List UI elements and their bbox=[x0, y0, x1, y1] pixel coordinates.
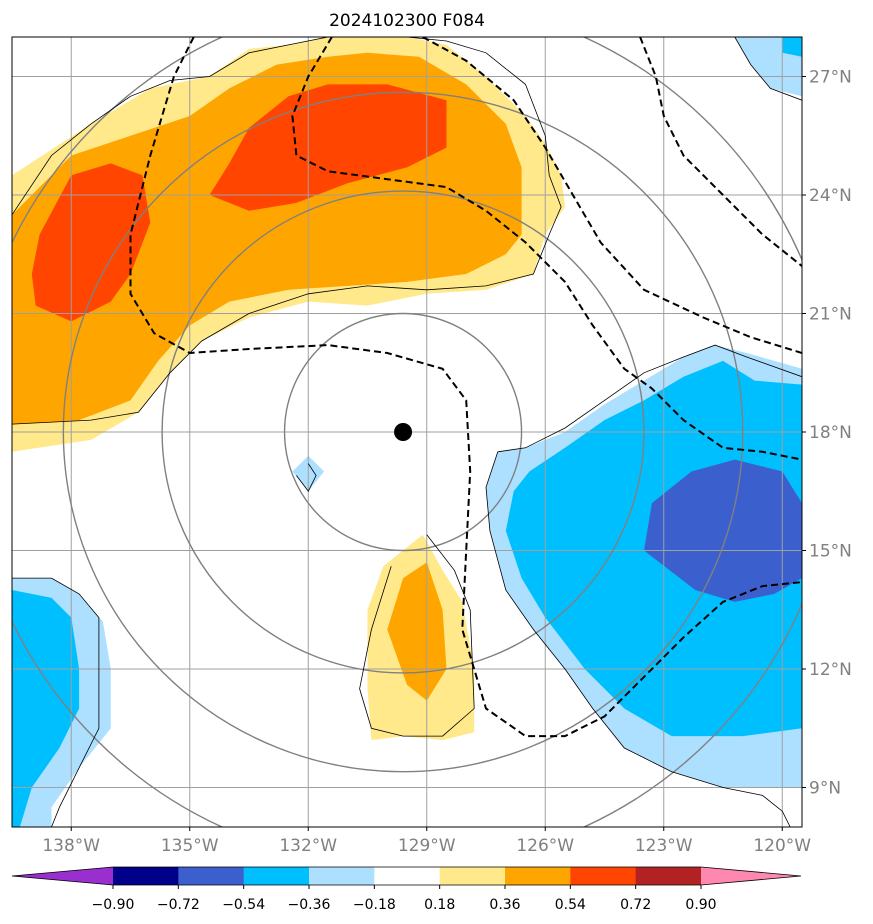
x-tick-label-3: 129°W bbox=[398, 836, 456, 856]
x-tick-label-2: 132°W bbox=[279, 836, 337, 856]
gray-contour-1 bbox=[161, 190, 645, 674]
colorbar-segment-5 bbox=[439, 867, 506, 885]
dashed-contour-0 bbox=[129, 37, 802, 738]
x-axis-ticks: 138°W 135°W 132°W 129°W 126°W 123°W 120°W bbox=[42, 827, 811, 856]
shaded-regions bbox=[12, 37, 802, 827]
x-tick-label-5: 123°W bbox=[635, 836, 693, 856]
dashed-contours bbox=[129, 37, 802, 738]
colorbar-segment-7 bbox=[570, 867, 637, 885]
gray-contours bbox=[12, 37, 802, 827]
y-tick-label-4: 21°N bbox=[809, 305, 852, 325]
black-outline-5 bbox=[734, 37, 802, 101]
colorbar-tick-label-3: −0.36 bbox=[288, 897, 331, 913]
storm-center-group bbox=[394, 423, 413, 441]
x-tick-label-6: 120°W bbox=[753, 836, 811, 856]
storm-center-marker bbox=[394, 423, 413, 441]
y-tick-label-1: 12°N bbox=[809, 660, 852, 680]
shaded-region-10 bbox=[12, 590, 80, 827]
colorbar: −0.90 −0.72 −0.54 −0.36 −0.18 0.18 0.36 0.54 0.7… bbox=[11, 866, 802, 913]
y-tick-label-2: 15°N bbox=[809, 542, 852, 562]
colorbar-tick-label-6: 0.36 bbox=[489, 897, 520, 913]
shaded-region-12 bbox=[782, 37, 802, 57]
x-tick-label-1: 135°W bbox=[161, 836, 219, 856]
gridlines bbox=[12, 37, 802, 827]
black-outline-4 bbox=[12, 577, 100, 827]
map-area bbox=[12, 37, 802, 827]
dashed-contour-2 bbox=[422, 37, 802, 354]
shaded-region-8 bbox=[644, 459, 802, 602]
colorbar-segment-8 bbox=[635, 867, 702, 885]
x-tick-label-4: 126°W bbox=[516, 836, 574, 856]
black-outline-2 bbox=[497, 344, 802, 453]
colorbar-tick-label-8: 0.72 bbox=[620, 897, 651, 913]
gray-contour-2 bbox=[62, 91, 744, 773]
y-tick-label-6: 27°N bbox=[809, 68, 852, 88]
black-outline-6 bbox=[296, 463, 317, 492]
x-tick-label-0: 138°W bbox=[42, 836, 100, 856]
chart-title: 2024102300 F084 bbox=[329, 11, 485, 31]
colorbar-segment-2 bbox=[243, 867, 310, 885]
colorbar-segment-3 bbox=[309, 867, 375, 885]
shaded-region-2 bbox=[31, 163, 151, 322]
black-outline-0 bbox=[12, 37, 562, 425]
colorbar-extend-high bbox=[701, 867, 801, 885]
y-axis-ticks: 9°N 12°N 15°N 18°N 21°N 24°N 27°N bbox=[802, 68, 852, 799]
dashed-contour-3 bbox=[639, 37, 802, 267]
colorbar-tick-label-9: 0.90 bbox=[685, 897, 716, 913]
y-tick-label-5: 24°N bbox=[809, 186, 852, 206]
shaded-region-3 bbox=[209, 84, 447, 211]
colorbar-tick-label-4: −0.18 bbox=[353, 897, 396, 913]
colorbar-segment-0 bbox=[113, 867, 179, 885]
black-outlines bbox=[12, 37, 802, 827]
y-tick-label-0: 9°N bbox=[809, 779, 841, 799]
colorbar-segment-4 bbox=[374, 867, 441, 885]
colorbar-tick-label-2: −0.54 bbox=[222, 897, 265, 913]
black-outline-3 bbox=[485, 451, 791, 827]
dashed-contour-1 bbox=[291, 37, 802, 461]
colorbar-tick-label-1: −0.72 bbox=[157, 897, 200, 913]
gray-contour-0 bbox=[283, 312, 523, 552]
y-tick-label-3: 18°N bbox=[809, 423, 852, 443]
shaded-region-5 bbox=[387, 562, 447, 701]
colorbar-tick-label-0: −0.90 bbox=[92, 897, 135, 913]
colorbar-segment-1 bbox=[178, 867, 245, 885]
colorbar-extend-low bbox=[12, 867, 113, 885]
colorbar-segment-6 bbox=[505, 867, 571, 885]
black-outline-1 bbox=[359, 534, 475, 737]
colorbar-tick-label-5: 0.18 bbox=[424, 897, 455, 913]
colorbar-tick-label-7: 0.54 bbox=[555, 897, 586, 913]
